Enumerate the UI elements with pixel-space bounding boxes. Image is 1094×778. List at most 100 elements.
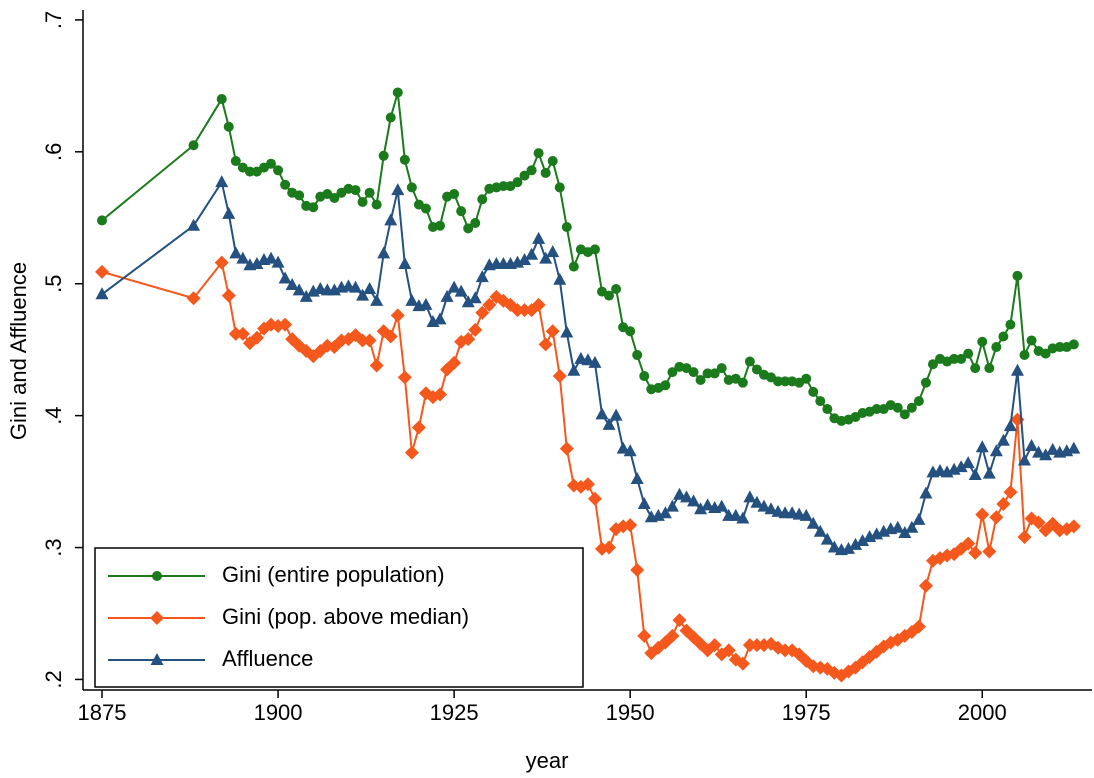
data-point — [456, 206, 467, 217]
data-point — [377, 246, 391, 259]
data-point — [961, 536, 976, 551]
data-point — [970, 363, 981, 374]
data-point — [1054, 342, 1065, 353]
data-point — [398, 256, 412, 269]
data-point — [595, 407, 609, 420]
data-point — [989, 444, 1003, 457]
data-point — [552, 369, 567, 384]
data-point — [477, 194, 488, 205]
data-point — [961, 456, 975, 469]
data-point — [701, 498, 715, 511]
data-point — [949, 353, 960, 364]
data-point — [956, 353, 967, 364]
data-point — [531, 297, 546, 312]
data-point — [545, 324, 560, 339]
data-point — [918, 578, 933, 593]
data-point — [399, 154, 410, 165]
data-point — [461, 332, 476, 347]
data-point — [801, 373, 812, 384]
data-point — [235, 326, 250, 341]
data-point — [526, 165, 537, 176]
y-tick-label: .4 — [41, 406, 66, 424]
data-point — [518, 252, 532, 265]
data-point — [533, 148, 544, 159]
data-point — [463, 223, 474, 234]
x-tick-label: 1925 — [430, 700, 479, 725]
data-point — [871, 404, 882, 415]
data-point — [721, 643, 736, 658]
data-point — [384, 213, 398, 226]
data-point — [475, 270, 489, 283]
data-point — [329, 192, 340, 203]
data-point — [815, 396, 826, 407]
data-point — [998, 331, 1009, 342]
data-point — [187, 218, 201, 231]
data-point — [273, 165, 284, 176]
data-point — [660, 380, 671, 391]
data-point — [616, 441, 630, 454]
data-point — [906, 402, 917, 413]
data-point — [482, 297, 497, 312]
data-point — [589, 244, 600, 255]
data-point — [856, 533, 870, 546]
data-point — [560, 325, 574, 338]
data-point — [996, 497, 1011, 512]
data-point — [1039, 448, 1053, 461]
data-point — [822, 404, 833, 415]
data-point — [397, 370, 412, 385]
data-point — [982, 466, 996, 479]
data-point — [229, 246, 243, 259]
legend-marker — [152, 571, 162, 581]
data-point — [391, 183, 405, 196]
data-point — [406, 182, 417, 193]
data-point — [729, 508, 743, 521]
data-point — [623, 444, 637, 457]
data-point — [667, 367, 678, 378]
data-point — [1066, 519, 1081, 534]
data-point — [517, 303, 532, 318]
y-tick-label: .7 — [41, 11, 66, 29]
data-point — [808, 386, 819, 397]
data-point — [989, 510, 1004, 525]
data-point — [95, 264, 110, 279]
data-point — [230, 156, 241, 167]
data-point — [735, 656, 750, 671]
data-point — [1017, 529, 1032, 544]
y-tick-label: .6 — [41, 143, 66, 161]
data-point — [1031, 515, 1046, 530]
data-point — [1068, 339, 1079, 350]
data-point — [271, 255, 285, 268]
data-point — [715, 499, 729, 512]
y-tick-label: .5 — [41, 275, 66, 293]
data-point — [630, 562, 645, 577]
data-point — [385, 112, 396, 123]
data-point — [898, 526, 912, 539]
data-point — [1067, 441, 1081, 454]
data-point — [419, 297, 433, 310]
data-point — [223, 121, 234, 132]
data-point — [609, 408, 623, 421]
data-point — [927, 359, 938, 370]
data-point — [362, 333, 377, 348]
data-point — [694, 502, 708, 515]
data-point — [540, 167, 551, 178]
data-point — [519, 170, 530, 181]
data-point — [757, 499, 771, 512]
y-tick-label: .2 — [41, 670, 66, 688]
legend-label: Gini (entire population) — [222, 562, 445, 587]
data-point — [625, 326, 636, 337]
data-point — [687, 494, 701, 507]
data-point — [308, 202, 319, 213]
data-point — [630, 471, 644, 484]
data-point — [228, 326, 243, 341]
data-point — [370, 293, 384, 306]
data-point — [420, 203, 431, 214]
y-axis-label: Gini and Affluence — [6, 262, 31, 440]
data-point — [778, 643, 793, 658]
data-point — [716, 363, 727, 374]
data-point — [525, 247, 539, 260]
x-tick-label: 1975 — [782, 700, 831, 725]
data-point — [637, 628, 652, 643]
legend-marker — [150, 653, 164, 665]
data-point — [695, 375, 706, 386]
